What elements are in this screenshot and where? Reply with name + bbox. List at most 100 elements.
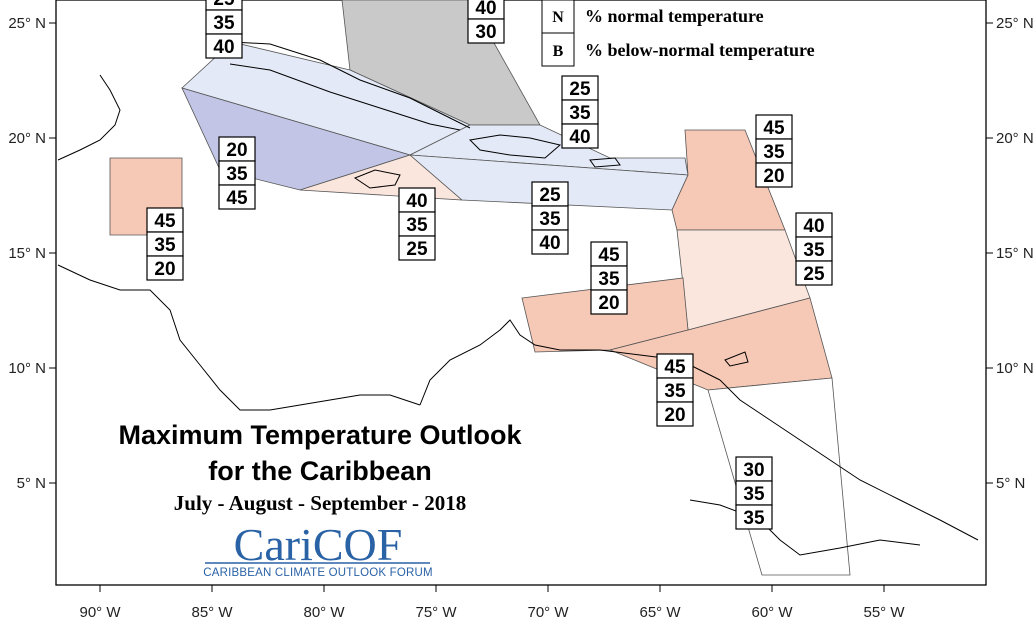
prob-box-leeward-islands: 45 35 20 <box>755 114 793 188</box>
prob-cell <box>205 9 243 35</box>
prob-cell <box>531 181 569 207</box>
prob-value: 40 <box>213 37 234 58</box>
prob-value: 25 <box>569 79 591 100</box>
prob-cell <box>146 207 184 233</box>
prob-box-trinidad-barbados: 45 35 20 <box>656 353 694 427</box>
prob-value: 45 <box>226 188 248 209</box>
prob-cell <box>205 33 243 59</box>
lat-tick-label-left: 20° N <box>8 130 46 147</box>
prob-value: 20 <box>598 293 619 314</box>
lon-tick-label: 60° W <box>751 604 793 621</box>
lat-tick-label-left: 10° N <box>8 360 46 377</box>
lon-tick-label: 90° W <box>79 604 121 621</box>
prob-value: 40 <box>803 216 824 237</box>
prob-value: 35 <box>743 508 765 529</box>
prob-value: 40 <box>475 0 496 19</box>
lon-tick-label: 80° W <box>303 604 345 621</box>
lon-tick-label: 65° W <box>639 604 681 621</box>
caricof-logo: CariCOF CARIBBEAN CLIMATE OUTLOOK FORUM <box>203 519 433 579</box>
prob-value: 30 <box>475 22 496 43</box>
prob-value: 30 <box>743 460 764 481</box>
legend: N % normal temperature B % below-normal … <box>541 0 815 67</box>
lon-tick-label: 70° W <box>527 604 569 621</box>
prob-cell <box>755 138 793 164</box>
probability-boxes: 4030253540203545453520403525253540253540… <box>146 0 833 530</box>
prob-cell <box>795 236 833 262</box>
prob-value: 35 <box>803 240 825 261</box>
lon-tick-label: 55° W <box>863 604 905 621</box>
prob-cell <box>735 456 773 482</box>
prob-value: 40 <box>539 233 560 254</box>
prob-box-belize: 45 35 20 <box>146 207 184 281</box>
prob-value: 45 <box>763 118 785 139</box>
prob-value: 20 <box>154 259 175 280</box>
logo-wordmark: CariCOF <box>234 519 403 570</box>
longitude-labels: 90° W 85° W 80° W 75° W 70° W 65° W 60° W 55° W <box>79 604 905 621</box>
prob-box-puerto-rico: 25 35 40 <box>531 181 569 255</box>
prob-cell <box>590 241 628 267</box>
prob-cell <box>656 353 694 379</box>
prob-cell <box>755 162 793 188</box>
prob-value: 40 <box>406 191 427 212</box>
svg-text:N: N <box>552 9 564 26</box>
prob-cell <box>735 504 773 530</box>
lat-tick-label-left: 5° N <box>17 475 46 492</box>
prob-box-guianas: 30 35 35 <box>735 456 773 530</box>
prob-value: 40 <box>569 127 590 148</box>
lat-tick-label-right: 25° N <box>996 15 1034 32</box>
prob-cell <box>398 211 436 237</box>
lat-tick-label-right: 10° N <box>996 360 1034 377</box>
latitude-labels: 25° N 25° N 20° N 20° N 15° N 15° N 10° N 10° N… <box>8 15 1033 492</box>
prob-value: 20 <box>664 405 685 426</box>
prob-cell <box>656 377 694 403</box>
prob-box-cayman: 20 35 45 <box>218 136 256 210</box>
prob-value: 25 <box>213 0 235 10</box>
prob-cell <box>590 289 628 315</box>
prob-cell <box>467 18 505 44</box>
prob-cell <box>590 265 628 291</box>
prob-value: 20 <box>763 166 784 187</box>
axis-ticks <box>49 22 993 592</box>
lon-tick-label: 85° W <box>191 604 233 621</box>
prob-box-windward-islands: 40 35 25 <box>795 212 833 286</box>
prob-cell <box>656 401 694 427</box>
prob-box-cuba: 25 35 40 <box>561 75 599 149</box>
legend-key-below: B <box>541 32 575 67</box>
lat-tick-label-left: 15° N <box>8 245 46 262</box>
prob-value: 35 <box>763 142 785 163</box>
lat-tick-label-right: 5° N <box>996 475 1025 492</box>
prob-value: 20 <box>226 140 247 161</box>
prob-cell <box>531 229 569 255</box>
prob-cell <box>561 123 599 149</box>
lat-tick-label-left: 25° N <box>8 15 46 32</box>
prob-value: 35 <box>213 13 235 34</box>
prob-cell <box>218 136 256 162</box>
lon-tick-label: 75° W <box>415 604 457 621</box>
prob-value: 25 <box>803 264 825 285</box>
lat-tick-label-right: 20° N <box>996 130 1034 147</box>
map-title-line1: Maximum Temperature Outlook <box>118 420 522 450</box>
legend-key-normal: N <box>541 0 575 34</box>
lat-tick-label-right: 15° N <box>996 245 1034 262</box>
logo-tagline: CARIBBEAN CLIMATE OUTLOOK FORUM <box>203 567 433 579</box>
prob-cell <box>755 114 793 140</box>
prob-value: 45 <box>598 245 620 266</box>
svg-text:B: B <box>553 43 564 60</box>
legend-label-below: % below-normal temperature <box>585 40 815 60</box>
prob-box-abc-islands: 45 35 20 <box>590 241 628 315</box>
prob-value: 45 <box>154 211 176 232</box>
prob-value: 35 <box>226 164 248 185</box>
prob-cell <box>795 212 833 238</box>
prob-value: 45 <box>664 357 686 378</box>
prob-value: 35 <box>539 209 561 230</box>
map-title-line2: for the Caribbean <box>208 456 432 486</box>
legend-label-normal: % normal temperature <box>585 6 764 26</box>
prob-value: 35 <box>406 215 428 236</box>
prob-cell <box>531 205 569 231</box>
prob-value: 25 <box>406 239 428 260</box>
prob-value: 35 <box>743 484 765 505</box>
prob-box-jamaica: 40 35 25 <box>398 187 436 261</box>
prob-box-hispaniola: 25 35 40 <box>205 0 243 59</box>
